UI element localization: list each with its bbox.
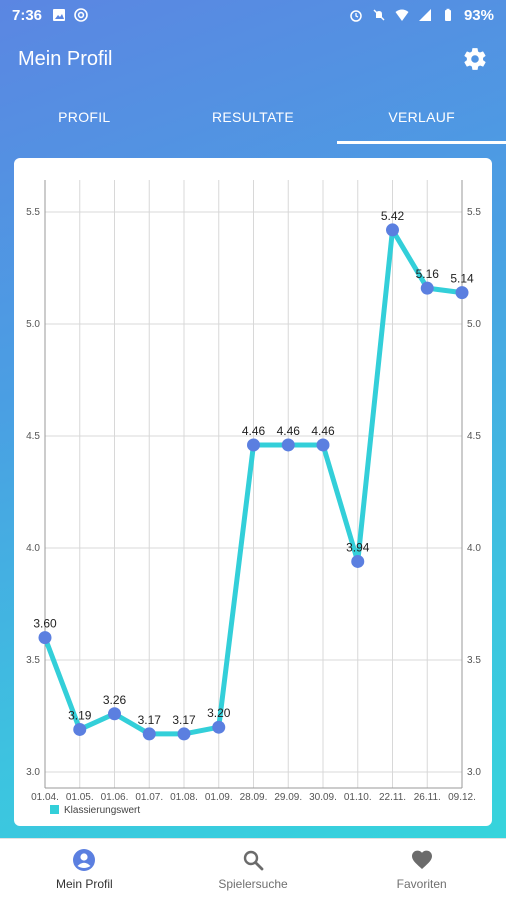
tab-resultate[interactable]: RESULTATE <box>211 109 295 125</box>
x-tick-label: 01.05. <box>66 792 94 803</box>
app-bar: Mein Profil <box>0 30 506 88</box>
x-tick-label: 28.09. <box>240 792 268 803</box>
wifi-icon <box>395 9 409 21</box>
tab-bar: PROFIL RESULTATE VERLAUF <box>0 96 506 144</box>
y-tick-label-left: 4.0 <box>26 543 40 554</box>
data-label: 3.60 <box>33 617 57 631</box>
data-label: 4.46 <box>277 424 301 438</box>
data-label: 3.26 <box>103 693 127 707</box>
alarm-icon <box>350 10 362 22</box>
data-label: 3.17 <box>138 713 162 727</box>
heart-icon <box>411 850 432 869</box>
x-tick-label: 01.09. <box>205 792 233 803</box>
page-title: Mein Profil <box>18 47 113 70</box>
x-tick-label: 01.08. <box>170 792 198 803</box>
battery-percent: 93% <box>463 6 494 24</box>
data-label: 3.94 <box>346 540 370 554</box>
data-label: 3.17 <box>172 713 196 727</box>
data-label: 5.14 <box>450 272 474 286</box>
y-tick-label-right: 3.5 <box>467 655 481 666</box>
x-tick-label: 30.09. <box>309 792 337 803</box>
data-point <box>177 727 191 741</box>
tab-profil[interactable]: PROFIL <box>58 109 111 125</box>
data-point <box>142 727 156 741</box>
tab-verlauf[interactable]: VERLAUF <box>337 96 506 144</box>
nav-label: Mein Profil <box>55 877 113 891</box>
status-bar: 7:36 93% <box>0 0 506 30</box>
image-icon <box>53 9 66 21</box>
data-point <box>108 707 121 721</box>
data-point <box>386 223 399 237</box>
x-tick-label: 01.06. <box>101 792 129 803</box>
data-point <box>351 554 365 568</box>
nav-label: Favoriten <box>396 877 447 891</box>
x-tick-label: 01.07. <box>135 792 163 803</box>
y-tick-label-left: 5.5 <box>26 207 40 218</box>
bottom-navigation: Mein Profil Spielersuche Favoriten <box>0 838 506 900</box>
y-tick-label-right: 4.0 <box>467 543 481 554</box>
nav-label: Spielersuche <box>218 877 288 891</box>
nav-item-mein-profil[interactable]: Mein Profil <box>0 839 169 900</box>
y-tick-label-left: 3.5 <box>26 655 40 666</box>
data-label: 3.20 <box>207 706 231 720</box>
at-icon <box>74 8 88 22</box>
chart-card: 3.0 3.0 3.5 3.5 4.0 4.0 4.5 4.5 5.0 5.0 5.5 5.5 01.0… <box>14 158 492 826</box>
legend-swatch <box>50 805 59 814</box>
data-label: 4.46 <box>311 424 335 438</box>
data-label: 4.46 <box>242 424 266 438</box>
data-point <box>281 438 295 452</box>
signal-icon <box>418 9 431 21</box>
y-tick-label-left: 4.5 <box>26 431 40 442</box>
battery-icon <box>444 8 451 21</box>
x-tick-label: 01.10. <box>344 792 372 803</box>
line-chart: 3.0 3.0 3.5 3.5 4.0 4.0 4.5 4.5 5.0 5.0 5.5 5.5 01.0… <box>26 180 481 816</box>
mute-icon <box>373 9 385 21</box>
y-tick-label-left: 5.0 <box>26 319 40 330</box>
nav-item-favoriten[interactable]: Favoriten <box>337 839 506 900</box>
data-point <box>212 720 226 734</box>
y-tick-label-left: 3.0 <box>26 767 40 778</box>
data-point <box>316 438 330 452</box>
data-point <box>420 281 434 295</box>
x-tick-label: 29.09. <box>274 792 302 803</box>
y-tick-label-right: 3.0 <box>467 767 481 778</box>
nav-item-spielersuche[interactable]: Spielersuche <box>169 839 338 900</box>
x-tick-label: 01.04. <box>31 792 59 803</box>
data-point <box>455 286 469 300</box>
y-tick-label-right: 5.0 <box>467 319 481 330</box>
search-icon <box>243 850 264 871</box>
data-label: 5.42 <box>381 209 405 223</box>
data-label: 3.19 <box>68 708 92 722</box>
y-tick-label-right: 4.5 <box>467 431 481 442</box>
x-tick-label: 22.11. <box>379 792 406 803</box>
data-label: 5.16 <box>416 267 440 281</box>
status-time: 7:36 <box>12 6 43 24</box>
x-tick-label: 26.11. <box>414 792 441 803</box>
person-icon <box>73 849 96 871</box>
legend-label: Klassierungswert <box>64 805 140 816</box>
data-point <box>38 631 52 645</box>
data-point <box>73 722 87 736</box>
gear-icon[interactable] <box>462 46 488 72</box>
y-tick-label-right: 5.5 <box>467 207 481 218</box>
data-point <box>247 438 260 452</box>
x-tick-label: 09.12. <box>448 792 476 803</box>
